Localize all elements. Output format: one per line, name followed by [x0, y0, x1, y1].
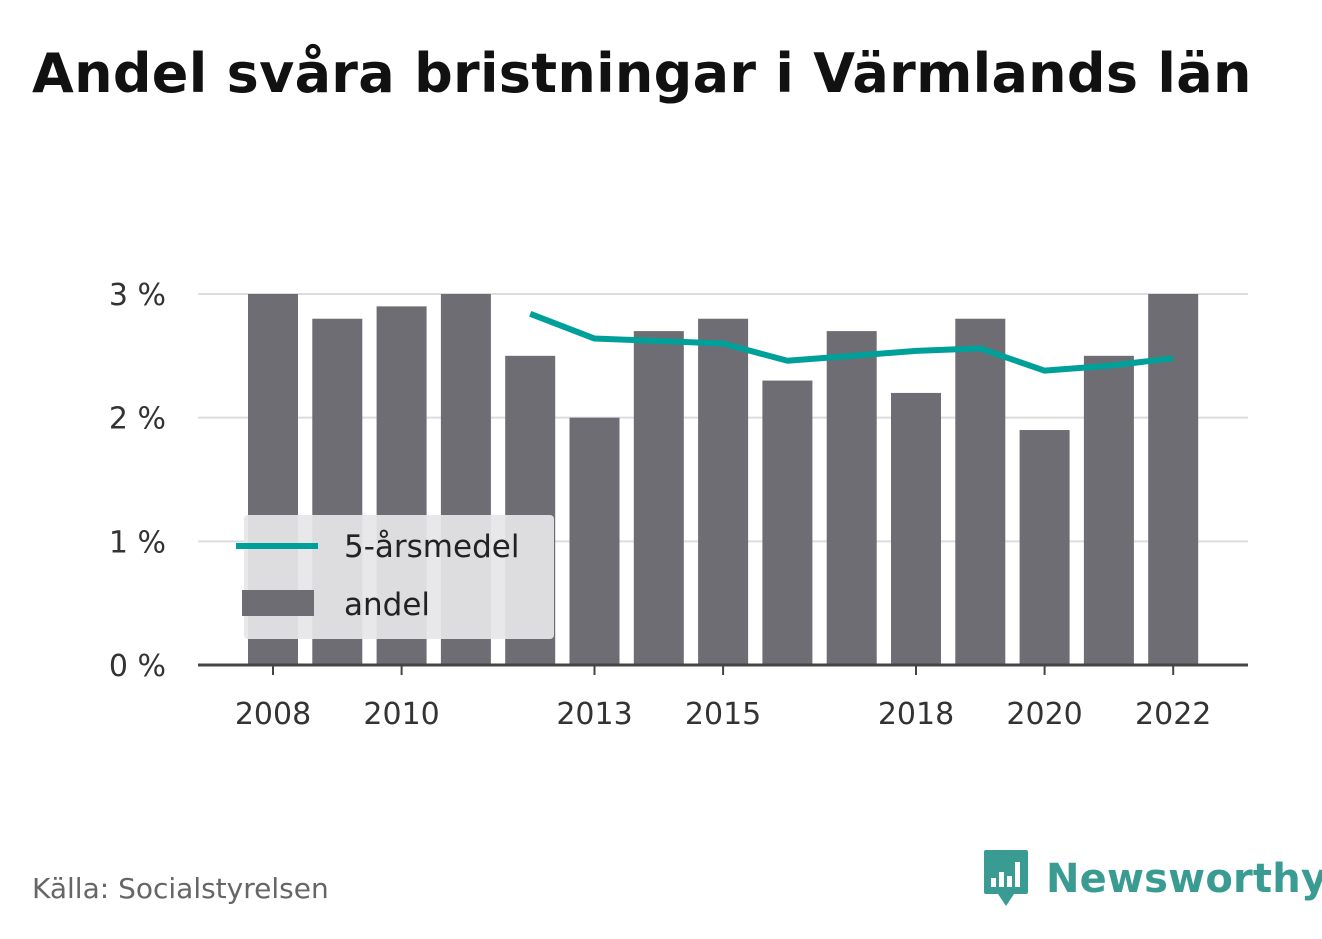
moving-average-line	[529, 310, 1174, 374]
y-tick-label: 2 %	[109, 402, 166, 437]
legend-box	[244, 515, 554, 639]
bar-2022	[1148, 294, 1199, 665]
bar-2016	[762, 380, 813, 665]
bar-2020	[1019, 430, 1070, 665]
bar-2014	[633, 331, 684, 665]
brand-logo: Newsworthy	[982, 848, 1322, 910]
bar-2013	[569, 417, 620, 665]
bar-2018	[891, 392, 941, 665]
x-tick-label: 2022	[1135, 697, 1211, 732]
legend: 5-årsmedel andel	[236, 515, 554, 639]
x-tick-label: 2013	[556, 697, 632, 732]
legend-swatch-bar	[242, 590, 314, 616]
series-line-5-arsmedel	[529, 310, 1174, 374]
x-tick-label: 2020	[1006, 697, 1082, 732]
legend-label-bar: andel	[344, 587, 430, 623]
brand-name: Newsworthy	[1046, 856, 1322, 902]
x-tick-label: 2015	[685, 697, 761, 732]
x-tick-label: 2010	[363, 697, 439, 732]
axes: 0 % 1 % 2 % 3 % 2008 2010 2013 2015 2018 2020 2022	[109, 278, 1248, 732]
newsworthy-logo-icon	[984, 850, 1028, 906]
y-tick-label: 1 %	[109, 525, 166, 560]
chart-title: Andel svåra bristningar i Värmlands län	[32, 42, 1252, 105]
bar-2015	[698, 318, 749, 665]
bar-2017	[826, 331, 877, 665]
legend-label-line: 5-årsmedel	[344, 529, 519, 565]
source-note: Källa: Socialstyrelsen	[32, 872, 329, 905]
y-tick-label: 3 %	[109, 278, 166, 313]
bar-2019	[955, 318, 1006, 665]
bar-2021	[1083, 355, 1134, 665]
x-tick-label: 2018	[878, 697, 954, 732]
x-tick-label: 2008	[235, 697, 311, 732]
y-tick-label: 0 %	[109, 649, 166, 684]
